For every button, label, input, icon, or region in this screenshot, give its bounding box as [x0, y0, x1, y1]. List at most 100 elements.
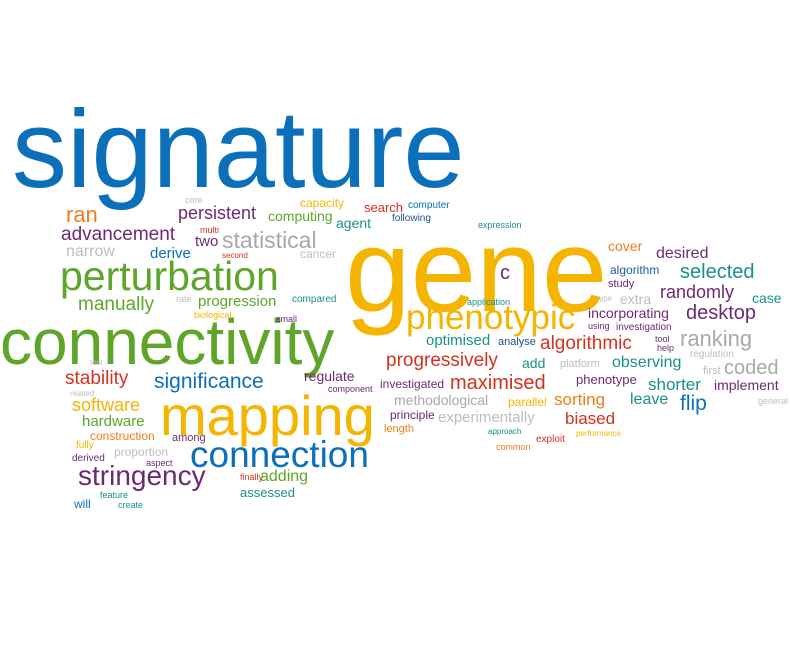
word: phenotypic	[406, 298, 576, 337]
word: investigation	[616, 322, 672, 333]
word: coded	[724, 357, 779, 379]
word: biological	[194, 310, 232, 320]
word: incorporating	[588, 305, 669, 321]
word: extra	[620, 291, 652, 307]
word: derived	[72, 453, 105, 464]
word: phenotype	[576, 372, 637, 387]
word: among	[172, 432, 206, 444]
word: sorting	[554, 390, 606, 409]
word: desktop	[686, 302, 757, 324]
word: using	[588, 321, 610, 331]
word: agent	[336, 215, 372, 231]
word: algorithmic	[540, 333, 632, 354]
word: small	[276, 314, 298, 324]
word: compared	[292, 294, 337, 305]
word: length	[384, 423, 414, 435]
word: software	[72, 395, 141, 415]
word: test	[90, 358, 103, 367]
word: tool	[655, 334, 670, 344]
word: component	[328, 384, 373, 394]
word: aspect	[146, 458, 173, 468]
word: study	[608, 278, 635, 290]
word: algorithm	[610, 263, 660, 277]
word: connectivity	[0, 306, 335, 378]
word: statistical	[222, 227, 317, 253]
word: ranking	[680, 326, 753, 351]
word: mapping	[160, 384, 375, 447]
word: biased	[565, 409, 616, 428]
word: desired	[656, 245, 709, 262]
word: leave	[630, 391, 669, 408]
word: randomly	[660, 282, 735, 302]
word: help	[657, 343, 675, 353]
word: significance	[154, 370, 264, 393]
word: finally	[240, 472, 264, 482]
word: gene	[345, 205, 608, 337]
word: common	[496, 442, 531, 452]
word: c	[500, 262, 510, 284]
word: create	[118, 500, 144, 510]
word: proportion	[114, 445, 169, 459]
word: narrow	[66, 243, 115, 260]
word: implement	[714, 377, 779, 393]
word: computer	[408, 200, 450, 211]
word: shorter	[648, 375, 701, 394]
word: capacity	[300, 196, 345, 210]
word: will	[74, 497, 91, 511]
word: platform	[560, 358, 600, 370]
word: progression	[198, 293, 277, 310]
word: rate	[176, 294, 192, 304]
word: approach	[488, 427, 522, 436]
word: regulation	[690, 349, 734, 360]
word: investigated	[380, 377, 445, 391]
word: performance	[576, 429, 621, 438]
word: selected	[680, 261, 755, 283]
word: computing	[268, 208, 333, 224]
word: add	[522, 355, 546, 371]
word: experimentally	[438, 409, 535, 426]
word: optimised	[426, 332, 491, 349]
word: observing	[612, 354, 682, 371]
word: two	[195, 233, 219, 250]
word: advancement	[61, 224, 176, 245]
word: connection	[190, 434, 369, 475]
word: stringency	[78, 460, 206, 491]
word: multi	[200, 225, 220, 235]
word: progressively	[386, 350, 498, 371]
word: regulate	[304, 368, 355, 384]
word: derive	[150, 245, 191, 262]
word: related	[70, 389, 95, 398]
word: following	[392, 213, 431, 224]
word: search	[364, 200, 404, 215]
word: application	[467, 297, 511, 307]
word: hardware	[82, 413, 145, 430]
word: flip	[680, 392, 707, 415]
word: construction	[90, 429, 155, 443]
word: exploit	[536, 434, 565, 445]
word: type	[597, 294, 613, 303]
word: maximised	[450, 372, 546, 394]
word: core	[185, 195, 203, 205]
word: cover	[608, 238, 643, 254]
word: methodological	[394, 392, 489, 408]
word: expression	[478, 220, 522, 230]
word: principle	[390, 408, 435, 422]
word: manually	[78, 294, 155, 315]
word: signature	[12, 88, 465, 211]
word: cancer	[300, 247, 337, 261]
word: general	[758, 396, 789, 406]
word: assessed	[240, 485, 295, 500]
word: second	[222, 251, 248, 260]
word: first	[703, 365, 721, 377]
word: stability	[65, 368, 129, 389]
word: ran	[66, 202, 98, 227]
word: feature	[100, 490, 129, 500]
word: perturbation	[60, 253, 279, 299]
word: case	[752, 290, 782, 306]
word: adding	[260, 468, 309, 485]
word: analyse	[498, 336, 536, 348]
word: persistent	[178, 203, 257, 223]
word: fully	[76, 440, 94, 451]
word: parallel	[508, 395, 547, 409]
